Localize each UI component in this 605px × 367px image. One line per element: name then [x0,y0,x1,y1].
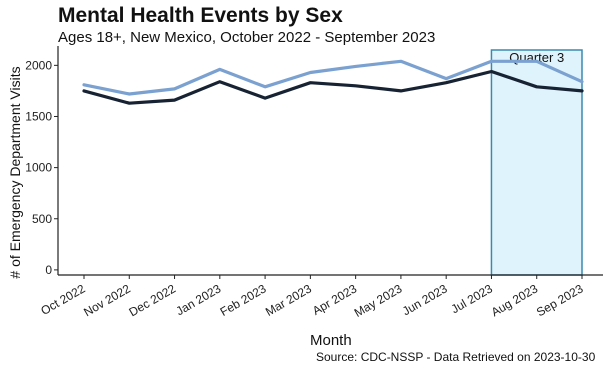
chart-title: Mental Health Events by Sex [58,4,343,27]
y-tick-label: 500 [32,212,52,226]
y-tick-label: 0 [45,263,52,277]
x-tick-label: Mar 2023 [263,281,314,319]
y-tick-label: 1500 [25,109,52,123]
x-tick-label: Apr 2023 [310,281,359,318]
x-tick-label: May 2023 [352,281,405,320]
source-note: Source: CDC-NSSP - Data Retrieved on 202… [316,350,596,364]
x-tick-label: Feb 2023 [218,281,269,319]
series-layer [82,59,584,105]
x-tick-label: Nov 2022 [81,281,133,319]
y-tick-label: 2000 [25,58,52,72]
series-line-1 [82,59,584,96]
x-tick-label: Jul 2023 [449,281,496,316]
series-line-2 [82,69,584,105]
x-tick-label: Dec 2022 [127,281,179,319]
y-tick-label: 1000 [25,161,52,175]
x-tick-label: Oct 2022 [38,281,87,318]
y-axis-title: # of Emergency Department Visits [7,66,23,278]
highlight-layer: Quarter 3 [490,49,583,276]
x-tick-label: Jun 2023 [400,281,450,318]
highlight-band [490,49,583,276]
chart-subtitle: Ages 18+, New Mexico, October 2022 - Sep… [58,29,436,46]
x-tick-label: Aug 2023 [489,281,541,319]
x-tick-label: Jan 2023 [174,281,224,318]
x-tick-label: Sep 2023 [534,281,586,319]
x-axis-title: Month [310,332,352,349]
